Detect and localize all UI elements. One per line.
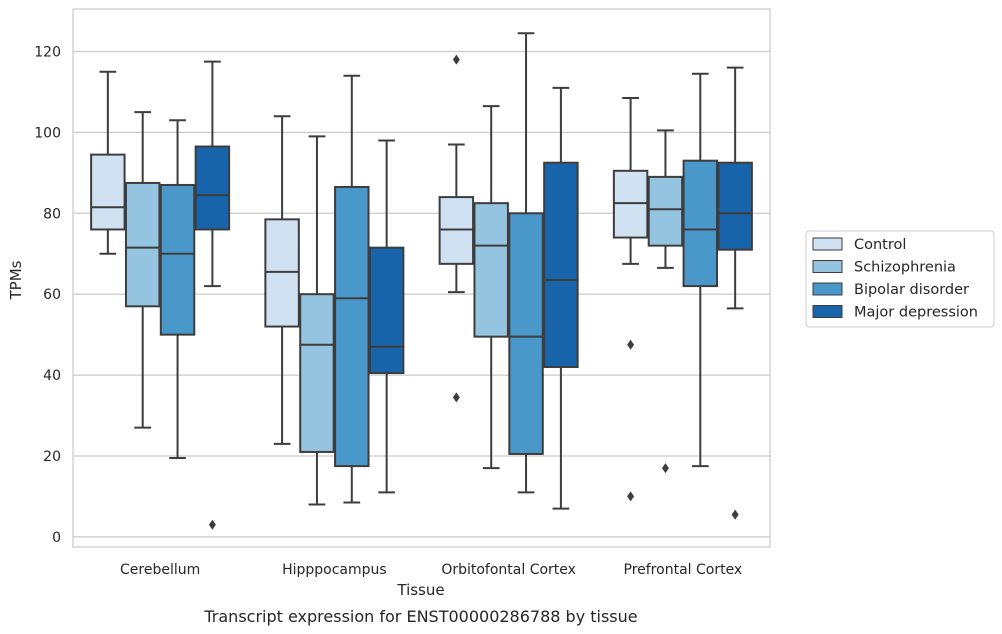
y-axis-ticks: 0 20 40 60 80 100 120 bbox=[34, 44, 61, 545]
box-iqr bbox=[438, 196, 475, 265]
box-iqr bbox=[124, 181, 161, 308]
legend-label: Major depression bbox=[854, 305, 978, 321]
series-major-depression bbox=[194, 60, 753, 530]
box bbox=[264, 115, 300, 445]
y-axis-label: TPMs bbox=[7, 260, 25, 300]
box-iqr bbox=[543, 161, 579, 368]
y-tick-label: 20 bbox=[43, 449, 61, 465]
outlier-point bbox=[627, 339, 635, 350]
box bbox=[90, 70, 126, 255]
legend-swatch bbox=[812, 237, 843, 251]
x-axis-label: Tissue bbox=[396, 581, 444, 599]
y-tick-label: 80 bbox=[43, 206, 61, 222]
x-tick-label: Hipppocampus bbox=[282, 562, 387, 578]
x-tick-label: Prefrontal Cortex bbox=[624, 562, 743, 578]
box bbox=[299, 135, 335, 506]
legend-item: Bipolar disorder bbox=[812, 282, 969, 298]
legend-label: Schizophrenia bbox=[854, 260, 956, 276]
box-iqr bbox=[368, 246, 405, 375]
outlier-point bbox=[452, 392, 460, 403]
legend-label: Control bbox=[854, 237, 906, 253]
y-tick-label: 120 bbox=[34, 44, 61, 60]
box-series-layer bbox=[90, 32, 753, 530]
box-iqr bbox=[194, 145, 231, 231]
box bbox=[508, 32, 544, 494]
y-tick-label: 0 bbox=[52, 530, 61, 546]
box bbox=[473, 105, 509, 470]
box bbox=[682, 72, 719, 468]
outlier-point bbox=[731, 509, 739, 520]
box-iqr bbox=[334, 185, 370, 468]
y-tick-label: 40 bbox=[43, 368, 61, 384]
box-iqr bbox=[159, 183, 196, 336]
chart-caption: Transcript expression for ENST0000028678… bbox=[203, 607, 637, 626]
legend-item: Control bbox=[812, 237, 906, 253]
box-iqr bbox=[647, 175, 684, 247]
outlier-point bbox=[208, 519, 216, 530]
box bbox=[647, 129, 684, 474]
legend-item: Major depression bbox=[812, 305, 978, 321]
plot-area-frame bbox=[72, 8, 771, 548]
box-iqr bbox=[717, 161, 753, 251]
box bbox=[194, 60, 231, 530]
box-iqr bbox=[264, 218, 300, 328]
series-control bbox=[90, 54, 649, 502]
box-iqr bbox=[90, 153, 126, 231]
x-axis-ticks: Cerebellum Hipppocampus Orbitofontal Corte… bbox=[120, 562, 742, 578]
box bbox=[612, 96, 649, 502]
box-iqr bbox=[682, 159, 719, 288]
legend-swatch bbox=[812, 260, 843, 273]
legend: Control Schizophrenia Bipolar disorder Majo… bbox=[805, 230, 995, 328]
x-tick-label: Cerebellum bbox=[120, 562, 200, 578]
legend-frame bbox=[805, 230, 995, 328]
box bbox=[368, 139, 405, 494]
legend-swatch bbox=[812, 282, 843, 296]
legend-item: Schizophrenia bbox=[812, 260, 956, 276]
outlier-point bbox=[452, 54, 460, 65]
box bbox=[438, 54, 475, 403]
y-tick-label: 100 bbox=[34, 125, 61, 141]
box bbox=[334, 74, 370, 504]
legend-label: Bipolar disorder bbox=[854, 282, 969, 298]
y-tick-label: 60 bbox=[43, 287, 61, 303]
box-iqr bbox=[508, 212, 544, 455]
box bbox=[124, 111, 161, 429]
box bbox=[717, 66, 753, 520]
x-tick-label: Orbitofontal Cortex bbox=[441, 562, 576, 578]
outlier-point bbox=[661, 463, 669, 474]
box-iqr bbox=[299, 293, 335, 453]
box-iqr bbox=[473, 202, 509, 338]
series-bipolar-disorder bbox=[159, 32, 719, 504]
legend-swatch bbox=[812, 305, 843, 318]
series-schizophrenia bbox=[124, 105, 684, 506]
box-iqr bbox=[612, 169, 649, 239]
box bbox=[159, 119, 196, 460]
outlier-point bbox=[627, 491, 635, 502]
box bbox=[543, 86, 579, 510]
